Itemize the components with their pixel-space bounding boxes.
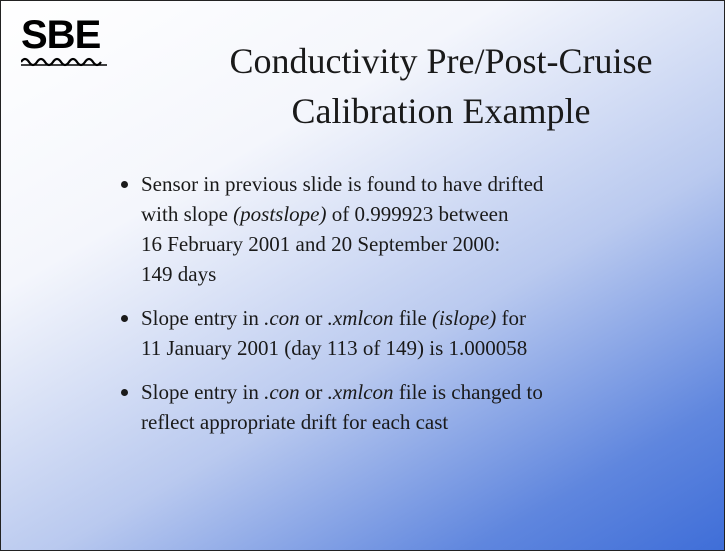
text-run: or bbox=[299, 380, 328, 404]
text-run: .xmlcon bbox=[327, 380, 394, 404]
text-run: reflect appropriate drift for each cast bbox=[141, 410, 449, 434]
bullet-line: Slope entry in .con or .xmlcon file is c… bbox=[141, 377, 543, 407]
bullet-dot bbox=[121, 315, 128, 322]
bullet: Slope entry in .con or .xmlcon file (isl… bbox=[121, 303, 543, 363]
title-line: Conductivity Pre/Post-Cruise bbox=[229, 41, 653, 81]
text-run: 16 February 2001 and 20 September 2000: bbox=[141, 232, 501, 256]
bullet-line: with slope (postslope) of 0.999923 betwe… bbox=[141, 199, 543, 229]
bullet: Slope entry in .con or .xmlcon file is c… bbox=[121, 377, 543, 437]
text-run: file is changed to bbox=[393, 380, 543, 404]
text-run: file bbox=[393, 306, 433, 330]
text-run: of 0.999923 between bbox=[326, 202, 509, 226]
text-run: with slope bbox=[141, 202, 234, 226]
text-run: Slope entry in bbox=[141, 306, 265, 330]
title-line: Calibration Example bbox=[291, 91, 591, 131]
bullet-line: 149 days bbox=[141, 259, 543, 289]
text-run: Sensor in previous slide is found to hav… bbox=[141, 172, 544, 196]
text-run: 11 January 2001 (day 113 of 149) is 1.00… bbox=[141, 336, 528, 360]
bullet-line: Sensor in previous slide is found to hav… bbox=[141, 169, 543, 199]
bullet: Sensor in previous slide is found to hav… bbox=[121, 169, 543, 289]
logo-waves bbox=[21, 57, 107, 67]
bullet-line: 11 January 2001 (day 113 of 149) is 1.00… bbox=[141, 333, 543, 363]
text-run: .con bbox=[264, 306, 300, 330]
bullet-dot bbox=[121, 181, 128, 188]
text-run: .con bbox=[264, 380, 300, 404]
text-run: (islope) bbox=[432, 306, 497, 330]
text-run: or bbox=[299, 306, 328, 330]
bullet-line: 16 February 2001 and 20 September 2000: bbox=[141, 229, 543, 259]
bullet-line: reflect appropriate drift for each cast bbox=[141, 407, 543, 437]
bullet-list: Sensor in previous slide is found to hav… bbox=[121, 169, 543, 451]
bullet-line: Slope entry in .con or .xmlcon file (isl… bbox=[141, 303, 543, 333]
logo: SBE bbox=[21, 13, 101, 57]
text-run: (postslope) bbox=[233, 202, 327, 226]
text-run: .xmlcon bbox=[327, 306, 394, 330]
text-run: for bbox=[496, 306, 526, 330]
text-run: Slope entry in bbox=[141, 380, 265, 404]
bullet-dot bbox=[121, 389, 128, 396]
text-run: 149 days bbox=[141, 262, 217, 286]
